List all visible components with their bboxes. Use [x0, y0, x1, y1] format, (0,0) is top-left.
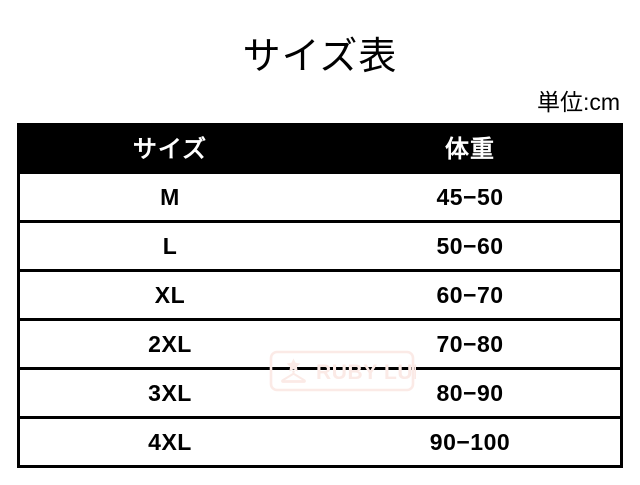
table-row: XL 60−70: [20, 269, 620, 320]
cell-size: 3XL: [20, 367, 320, 418]
cell-size: M: [160, 184, 180, 210]
size-table-body: M 45−50 L 50−60 XL 60−70 2XL 70−80 3XL: [20, 174, 620, 465]
cell-weight: 70−80: [320, 318, 620, 369]
cell-size: L: [20, 220, 320, 271]
table-header-row: サイズ 体重: [20, 126, 620, 174]
cell-weight: 90−100: [320, 416, 620, 465]
table-row: 4XL 90−100: [20, 416, 620, 465]
unit-note: 単位:cm: [536, 89, 620, 115]
cell-weight: 50−60: [320, 220, 620, 271]
cell-size: 4XL: [20, 416, 320, 465]
table-row: L 50−60: [20, 220, 620, 271]
table-row: 3XL 80−90: [20, 367, 620, 418]
cell-weight: 45−50: [436, 184, 504, 210]
size-table-container: RUBY LUNA サイズ 体重 M 45−50 L: [17, 123, 623, 468]
column-header-size: サイズ: [20, 126, 320, 174]
cell-weight: 60−70: [320, 269, 620, 320]
page-title: サイズ表: [242, 36, 398, 78]
cell-size: XL: [20, 269, 320, 320]
column-header-weight: 体重: [320, 126, 620, 174]
size-table-head: サイズ 体重: [20, 126, 620, 174]
size-table: サイズ 体重 M 45−50 L 50−60 XL 60−70 2X: [20, 126, 620, 465]
table-row: M 45−50: [20, 174, 620, 222]
table-row: 2XL 70−80: [20, 318, 620, 369]
cell-size: 2XL: [20, 318, 320, 369]
cell-weight: 80−90: [320, 367, 620, 418]
